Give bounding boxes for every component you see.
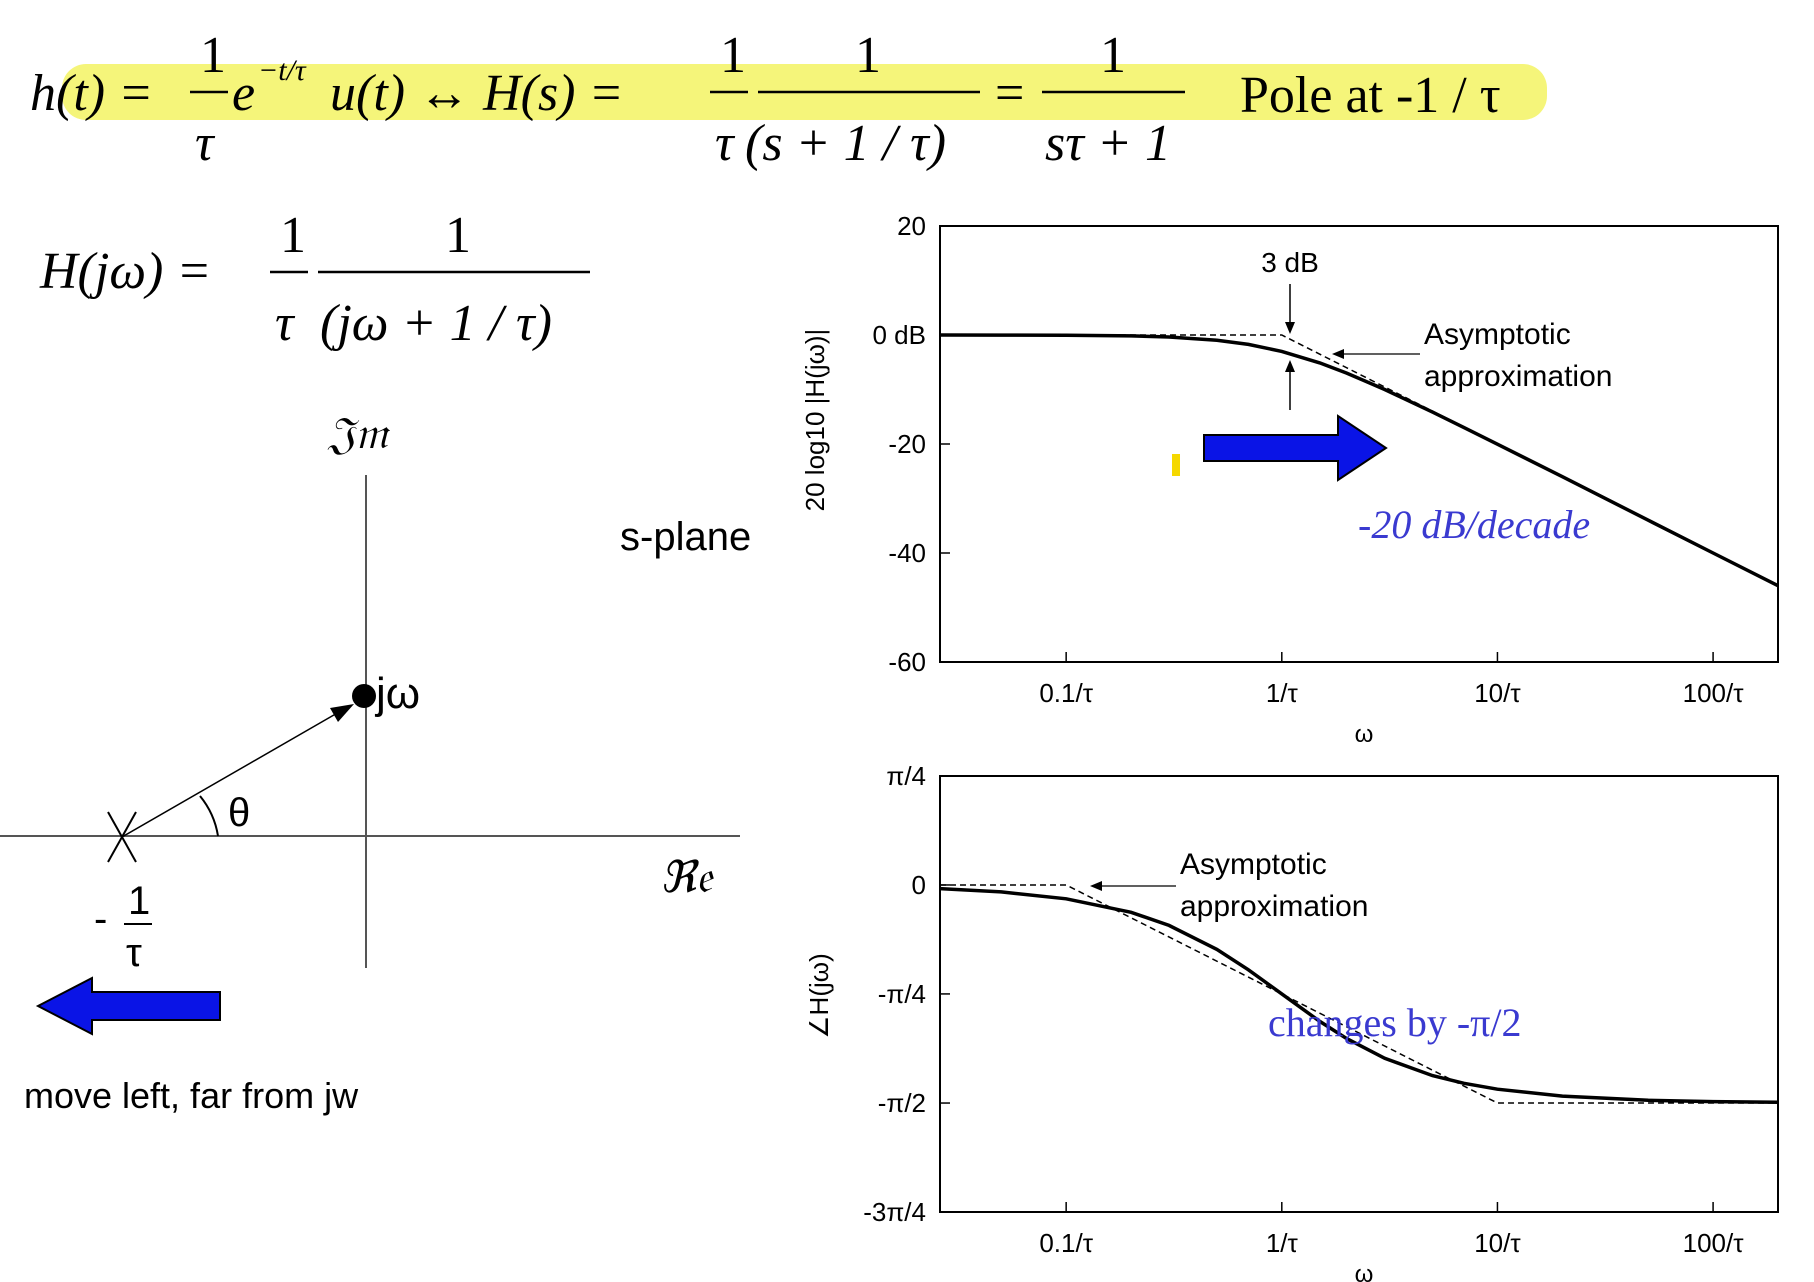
frac1-num: 1 [200,27,226,84]
magnitude-ylabel: 20 log10 |H(jω)| [800,329,830,512]
re-axis-label: ℜ𝔢 [660,853,714,902]
exp-sup: −t/τ [258,54,307,87]
hjw-frac2-num: 1 [445,207,471,264]
equation-h-of-jw: H(jω) = 1 τ 1 (jω + 1 / τ) [39,207,590,352]
jw-point [352,684,376,708]
right-arrow [1203,414,1388,482]
pole-text: Pole at -1 / τ [1240,67,1501,124]
ytick-label: 20 [897,211,926,241]
hjw-lhs: H(jω) = [39,243,211,300]
mag-asymptotic-line1: Asymptotic [1424,318,1571,351]
xtick-label: 0.1/τ [1039,1228,1093,1258]
pole-minus: - [94,897,107,941]
ytick-label: -40 [888,538,926,568]
pole-den: τ [126,931,142,975]
frac1-den: τ [195,115,216,172]
s-plane-diagram: 𝔍𝔪 ℜ𝔢 s-plane jω θ - 1 τ move left, far … [0,409,751,1116]
mag-asymptotic-line2: approximation [1424,360,1612,393]
frac4-num: 1 [1100,27,1126,84]
ytick-label: 0 [912,870,926,900]
hjw-frac1-den: τ [275,295,296,352]
ytick-label: -60 [888,647,926,677]
caption-move-left: move left, far from jw [24,1075,359,1116]
theta-arc [199,795,219,837]
hjw-frac2-den: (jω + 1 / τ) [320,295,552,352]
im-axis-label: 𝔍𝔪 [327,409,391,458]
phase-asymptotic-line1: Asymptotic [1180,848,1327,881]
phase-ylabel: ∠H(jω) [804,953,834,1038]
s-plane-label: s-plane [620,515,751,559]
ytick-label: 0 dB [873,320,927,350]
equation-h-of-t: h(t) = 1 τ e −t/τ u(t) ↔ H(s) = 1 τ 1 (s… [30,27,1501,172]
frac4-den: sτ + 1 [1045,115,1171,172]
ytick-label: -π/2 [878,1088,926,1118]
three-db-label: 3 dB [1261,247,1319,278]
yellow-mark [1172,454,1180,476]
slope-annotation: -20 dB/decade [1358,502,1590,547]
u-term: u(t) ↔ H(s) = [330,65,624,122]
phase-asymptotic-line2: approximation [1180,890,1368,923]
equals-sign: = [995,65,1024,122]
vector-arrowhead [330,704,354,722]
magnitude-xlabel: ω [1355,721,1374,748]
phase-chart: π/4 0 -π/4 -π/2 -3π/4 0.1/τ 1/τ 10/τ 100/τ ∠H(j… [804,761,1779,1282]
phase-xlabel: ω [1355,1261,1374,1282]
theta-label: θ [228,791,250,835]
hjw-frac1-num: 1 [280,207,306,264]
xtick-label: 1/τ [1266,678,1299,708]
ytick-label: π/4 [886,761,926,791]
magnitude-curve [939,333,1779,588]
frac2-num: 1 [720,27,746,84]
xtick-label: 10/τ [1474,678,1521,708]
jw-label: jω [374,669,420,718]
xtick-label: 1/τ [1266,1228,1299,1258]
phase-change-annotation: changes by -π/2 [1268,1000,1521,1045]
ytick-label: -3π/4 [863,1197,926,1227]
vector-line [121,707,347,838]
ytick-label: -20 [888,429,926,459]
pole-num: 1 [128,879,150,923]
frac2-den: τ [715,115,736,172]
frac3-num: 1 [855,27,881,84]
phase-asymptote [940,884,1778,1104]
magnitude-chart: 20 0 dB -20 -40 -60 0.1/τ 1/τ 10/τ 100/τ 20 log… [800,211,1779,748]
xtick-label: 10/τ [1474,1228,1521,1258]
h-lhs: h(t) = [30,65,153,122]
xtick-label: 0.1/τ [1039,678,1093,708]
phase-curve [939,886,1779,1105]
exp-base: e [232,65,255,122]
left-arrow [35,976,221,1036]
frac3-den: (s + 1 / τ) [745,115,946,172]
xtick-label: 100/τ [1683,678,1745,708]
ytick-label: -π/4 [878,979,926,1009]
xtick-label: 100/τ [1683,1228,1745,1258]
phase-frame [939,775,1779,1213]
